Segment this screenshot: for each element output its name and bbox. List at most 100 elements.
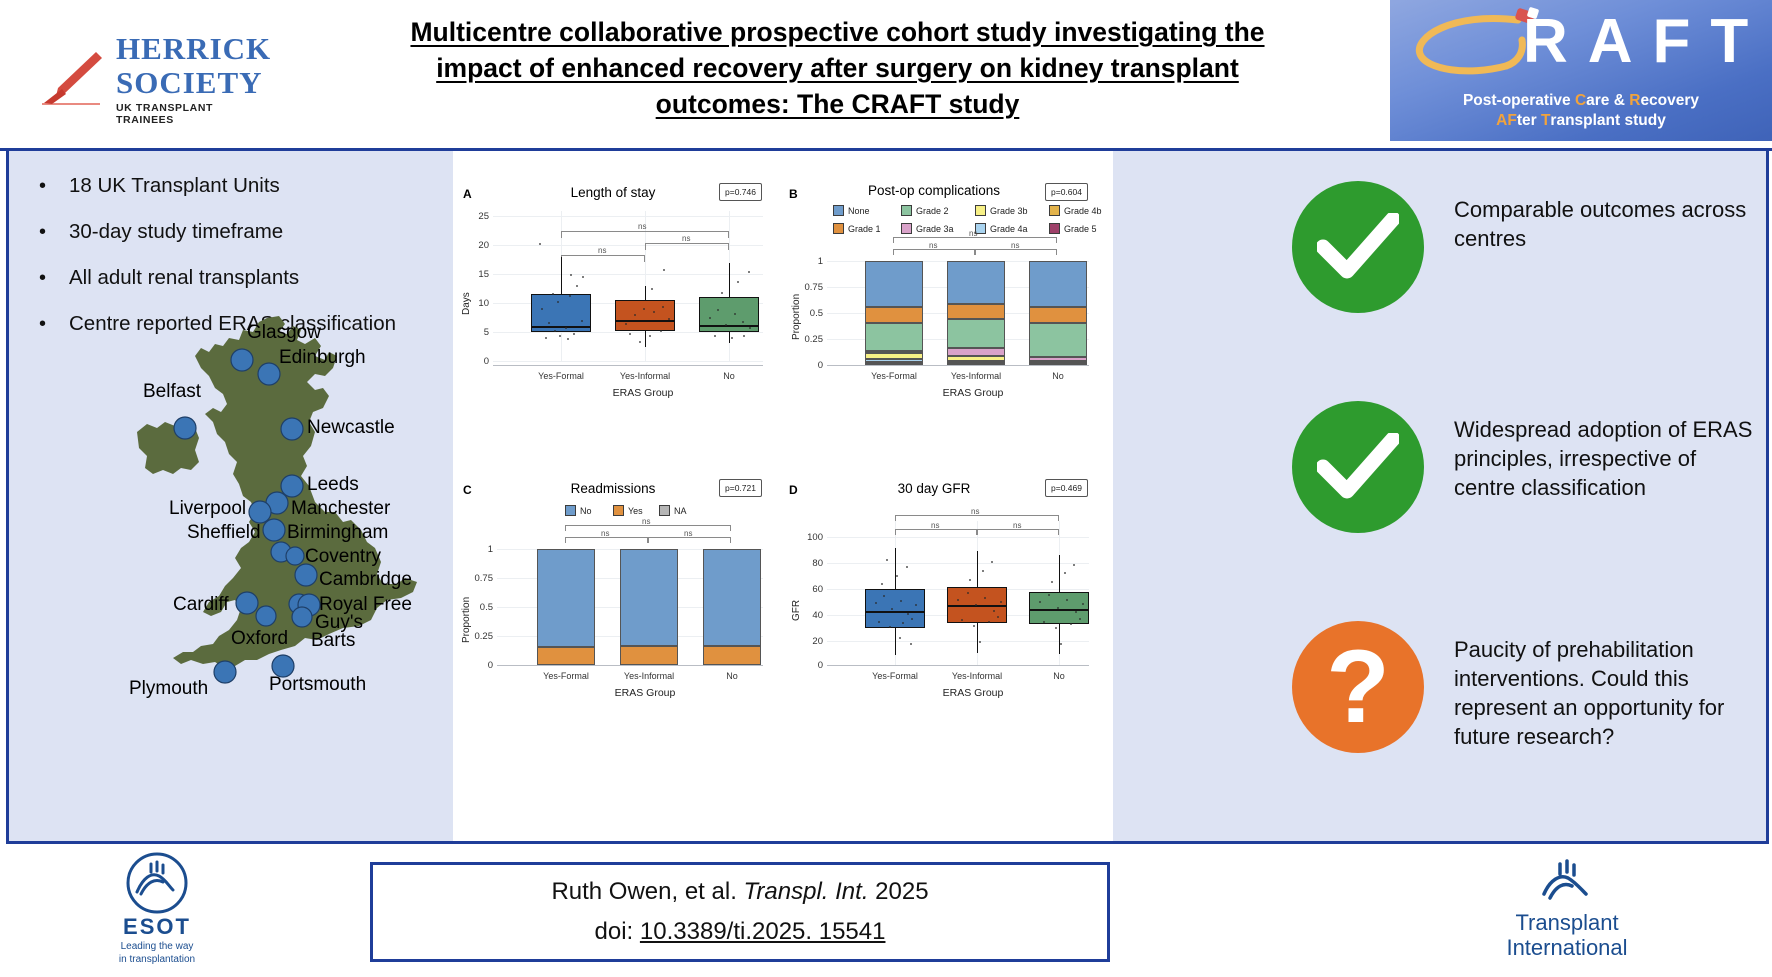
chart-b-seg-grade1 [1029,307,1087,323]
map-label-manchester: Manchester [291,498,391,519]
chart-b-seg-grade3a [1029,357,1087,361]
chart-c-seg-no [620,549,678,646]
esot-hands-icon [126,852,188,914]
chart-b-seg-none [947,261,1005,304]
ti-name-line-1: Transplant [1515,910,1619,935]
chart-b-legend-grade4a: Grade 4a [975,223,1028,234]
craft-sub-end1: ecovery [1640,92,1700,109]
chart-a-ytick: 10 [478,298,489,309]
bullet-dot-icon: • [39,267,47,289]
legend-label: NA [674,505,687,516]
chart-a-xtick: Yes-Formal [538,371,584,381]
gridline [493,216,763,217]
chart-b-ytick: 0.5 [809,308,823,319]
citation-doi[interactable]: 10.3389/ti.2025. 15541 [639,918,886,945]
check-icon [1292,401,1424,533]
chart-a-ns-bracket [561,255,645,262]
map-label-oxford: Oxford [231,628,289,649]
chart-b-xlabel: ERAS Group [942,387,1004,399]
legend-swatch-icon [975,205,986,216]
chart-b-ylabel: Proportion [791,293,802,340]
body-right-divider [1766,151,1769,844]
citation-line-1: Ruth Owen, et al. Transpl. Int. 2025 [551,878,928,906]
legend-swatch-icon [975,223,986,234]
craft-sub-t: T [1540,112,1551,129]
chart-b-ns-label: ns [1011,241,1020,250]
chart-b-ns-label: ns [969,229,978,238]
craft-sub-end2: ransplant study [1550,112,1666,129]
craft-subtitle-line-2: AFter Transplant study [1390,112,1772,130]
chart-d-ns-label: ns [931,521,940,530]
map-label-plymouth: Plymouth [129,678,209,699]
chart-c-ns-bracket [565,537,648,543]
main-panel: • 18 UK Transplant Units • 30-day study … [6,151,1266,841]
map-label-birmingham: Birmingham [287,522,389,543]
legend-swatch-icon [901,205,912,216]
legend-label: Grade 4a [990,223,1028,234]
list-item: • Centre reported ERAS classification [39,311,439,337]
esot-tagline-1: Leading the way [120,941,194,952]
chart-a-xlabel: ERAS Group [612,387,674,399]
chart-c-ytick: 0.25 [474,631,494,642]
map-label-barts: Barts [311,630,356,651]
chart-a-median [531,326,591,328]
chart-a-xtick: No [723,371,735,381]
esot-logo: ESOT Leading the way in transplantation [62,852,252,974]
key-findings-panel: Comparable outcomes across centres Wides… [1266,151,1766,841]
bullet-text: All adult renal transplants [69,266,300,289]
chart-b-ns-bracket [893,237,1057,243]
chart-d-30-day-gfr: D 30 day GFR p=0.469 100 80 60 40 20 0 [783,471,1113,721]
chart-d-ytick: 40 [812,610,823,621]
chart-d-title: 30 day GFR [897,481,971,496]
chart-b-legend-none: None [833,205,870,216]
chart-b-ytick: 0 [817,360,823,371]
chart-b-xtick: No [1052,371,1064,381]
craft-letters: RAFT [1523,7,1769,76]
chart-d-ytick: 60 [812,584,823,595]
craft-sub-mid1: are & [1586,92,1630,109]
gridline [827,537,1089,538]
citation-authors: Ruth Owen, et al. [551,878,737,905]
chart-c-title: Readmissions [570,481,656,496]
chart-b-legend-grade1: Grade 1 [833,223,881,234]
chart-c-seg-yes [620,646,678,665]
legend-label: Grade 5 [1064,223,1097,234]
chart-b-legend-grade2: Grade 2 [901,205,949,216]
check-icon [1292,181,1424,313]
esot-name: ESOT [123,914,191,939]
chart-c-pvalue: p=0.721 [719,479,762,497]
ti-name-line-2: International [1506,935,1628,960]
list-item: • 18 UK Transplant Units [39,173,439,199]
legend-swatch-icon [1049,223,1060,234]
chart-b-xtick: Yes-Informal [950,371,1002,381]
chart-c-ytick: 0.5 [479,602,493,613]
bullet-dot-icon: • [39,221,47,243]
chart-b-ns-bracket [975,249,1057,255]
chart-a-ns-label: ns [638,222,647,231]
chart-a-ytick: 15 [478,269,489,280]
herrick-society-logo: HERRICK SOCIETY UK TRANSPLANT TRAINEES [30,18,270,126]
chart-b-legend-grade4b: Grade 4b [1049,205,1102,216]
chart-c-ns-label: ns [642,517,651,526]
map-label-sheffield: Sheffield [187,522,261,543]
chart-d-ytick: 100 [807,532,823,543]
map-label-cardiff: Cardiff [173,594,229,615]
chart-c-legend-na: NA [659,505,687,516]
chart-b-ytick: 0.25 [804,334,824,345]
check-mark-icon [1317,213,1399,279]
title-line-2: impact of enhanced recovery after surger… [436,53,1239,83]
citation-line-2: doi: 10.3389/ti.2025. 15541 [595,918,886,946]
chart-c-xlabel: ERAS Group [614,687,676,699]
chart-a-xtick: Yes-Informal [619,371,671,381]
chart-d-x-axis [827,665,1089,666]
chart-c-ns-label: ns [601,529,610,538]
map-label-belfast: Belfast [143,381,202,402]
chart-b-x-axis [827,365,1089,366]
chart-b-seg-grade5 [947,363,1005,365]
chart-c-ytick: 1 [487,544,493,555]
finding-text-1: Comparable outcomes across centres [1454,197,1747,251]
chart-a-ns-label: ns [598,246,607,255]
chart-b-ns-label: ns [929,241,938,250]
chart-c-xtick: Yes-Informal [623,671,675,681]
legend-swatch-icon [833,223,844,234]
